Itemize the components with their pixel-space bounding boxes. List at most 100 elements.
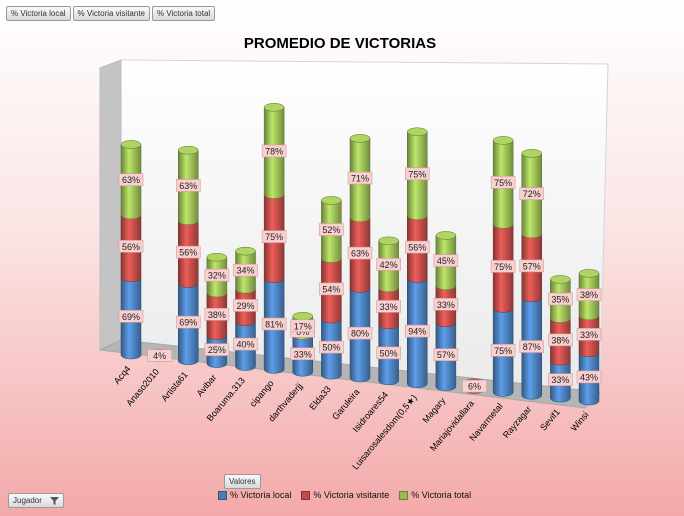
category-label-rayzagar: Rayzagar [501,404,533,440]
category-label-artista61: Artista61 [159,370,189,404]
data-label-victoria-visitante-navarmetal: 75% [490,260,516,273]
svg-text:33%: 33% [551,375,569,385]
data-label-victoria-total-isidroares54: 42% [376,258,401,271]
svg-text:17%: 17% [294,321,312,331]
valores-field-button[interactable]: Valores [224,474,261,489]
svg-text:71%: 71% [351,174,369,184]
svg-text:33%: 33% [380,302,398,312]
field-button-visitante[interactable]: % Victoria visitante [72,6,150,21]
category-label-cipango: cipango [248,378,276,409]
data-label-victoria-visitante-isidroares54: 33% [376,300,401,313]
svg-text:78%: 78% [265,146,283,156]
data-label-victoria-local-magary: 57% [433,348,459,362]
category-label-elda33: Elda33 [307,384,333,412]
svg-text:94%: 94% [408,327,426,337]
data-label-victoria-visitante-winsi: 33% [576,328,602,341]
svg-text:32%: 32% [208,271,226,281]
svg-text:57%: 57% [523,261,541,271]
data-label-victoria-visitante-elda33: 54% [319,282,344,296]
svg-text:75%: 75% [408,169,426,179]
data-label-victoria-visitante-garuleira: 63% [347,246,373,260]
svg-text:38%: 38% [208,310,226,320]
data-label-victoria-local-isidroares54: 50% [376,346,401,360]
data-label-victoria-visitante-rayzagar: 57% [519,259,545,273]
data-label-victoria-local-sevif1: 33% [548,373,573,386]
bar-cap-avibar [206,252,228,262]
bar-cap-cipango [263,103,285,112]
bar-cap-sevif1 [550,275,571,284]
data-label-victoria-total-sevif1: 35% [548,292,573,306]
svg-text:6%: 6% [468,382,481,392]
svg-text:63%: 63% [179,181,197,191]
category-label-acq4: Acq4 [112,364,133,386]
svg-text:56%: 56% [122,242,140,252]
svg-text:56%: 56% [408,243,426,253]
svg-text:50%: 50% [380,348,398,358]
category-label-sevif1: Sevif1 [538,407,562,433]
field-button-total[interactable]: % Victoria total [151,6,216,21]
data-label-victoria-visitante-artista61: 56% [175,245,201,259]
svg-text:80%: 80% [351,329,369,339]
svg-text:72%: 72% [523,189,541,199]
legend-item-local: % Victoria local [218,490,291,500]
data-label-victoria-visitante-avibar: 38% [204,308,230,321]
category-label-garuleira: Garuleira [330,387,361,422]
bar-cap-isidroares54 [378,236,399,246]
data-label-victoria-total-cipango: 78% [261,144,287,158]
svg-text:69%: 69% [179,318,197,328]
data-label-victoria-total-artista61: 63% [175,179,201,192]
category-label-magary: Magary [420,395,447,425]
data-label-victoria-local-darthvaderjj: 33% [290,347,316,361]
data-label-victoria-total-winsi: 38% [576,288,602,301]
svg-text:75%: 75% [494,346,512,356]
svg-text:43%: 43% [580,372,598,382]
jugador-field-button[interactable]: Jugador [8,493,64,508]
filter-funnel-icon [49,496,59,505]
bar-cap-luisarosalesdom-0-5 [407,127,428,136]
svg-text:42%: 42% [380,260,398,270]
legend-label-visitante: % Victoria visitante [313,490,390,500]
svg-text:75%: 75% [494,178,512,188]
svg-text:25%: 25% [208,345,226,355]
data-label-victoria-visitante-luisarosalesdom-0-5: 56% [404,240,430,254]
chart-title: PROMEDIO DE VICTORIAS [244,35,436,52]
category-label-luisarosalesdom-0-5: Luisarosalesdom(0,5★) [350,393,418,472]
svg-text:54%: 54% [322,284,340,294]
svg-text:4%: 4% [153,351,166,361]
legend-label-total: % Victoria total [411,490,472,500]
bar-cap-darthvaderjj [292,312,313,321]
data-label-victoria-total-rayzagar: 72% [519,187,545,200]
svg-text:81%: 81% [265,320,283,330]
svg-text:87%: 87% [523,342,541,352]
field-buttons: % Victoria local % Victoria visitante % … [6,6,216,21]
data-label-victoria-visitante-anaso2010: 4% [147,349,172,362]
data-label-victoria-visitante-cipango: 75% [261,230,287,243]
category-label-winsi: Winsi [569,410,591,433]
svg-text:35%: 35% [551,295,569,305]
data-label-victoria-total-boaruma-313: 34% [233,263,258,277]
svg-text:56%: 56% [179,248,197,258]
data-label-victoria-total-avibar: 32% [204,268,230,282]
chart-side-wall [99,59,122,351]
svg-text:38%: 38% [580,290,598,300]
field-button-local[interactable]: % Victoria local [6,6,71,21]
data-label-victoria-local-elda33: 50% [319,340,344,354]
data-label-victoria-visitante-magary: 33% [433,298,459,311]
data-label-victoria-total-luisarosalesdom-0-5: 75% [404,167,430,181]
legend-swatch-total [399,490,409,500]
data-label-victoria-local-garuleira: 80% [347,326,373,340]
legend-item-total: % Victoria total [399,490,471,500]
data-label-victoria-visitante-sevif1: 38% [548,333,573,347]
data-label-victoria-visitante-mariajovidallara: 6% [462,379,487,393]
bar-cap-magary [435,231,457,240]
bar-cap-boaruma-313 [235,246,256,256]
data-label-victoria-local-navarmetal: 75% [490,344,516,357]
bar-cap-garuleira [349,134,371,143]
svg-text:33%: 33% [294,349,312,359]
data-label-victoria-local-artista61: 69% [175,315,201,329]
bar-cap-navarmetal [492,136,514,145]
data-label-victoria-local-boaruma-313: 40% [233,337,258,351]
bar-cap-acq4 [120,140,142,149]
data-label-victoria-total-magary: 45% [433,254,459,267]
data-label-victoria-total-darthvaderjj: 17% [290,319,316,333]
